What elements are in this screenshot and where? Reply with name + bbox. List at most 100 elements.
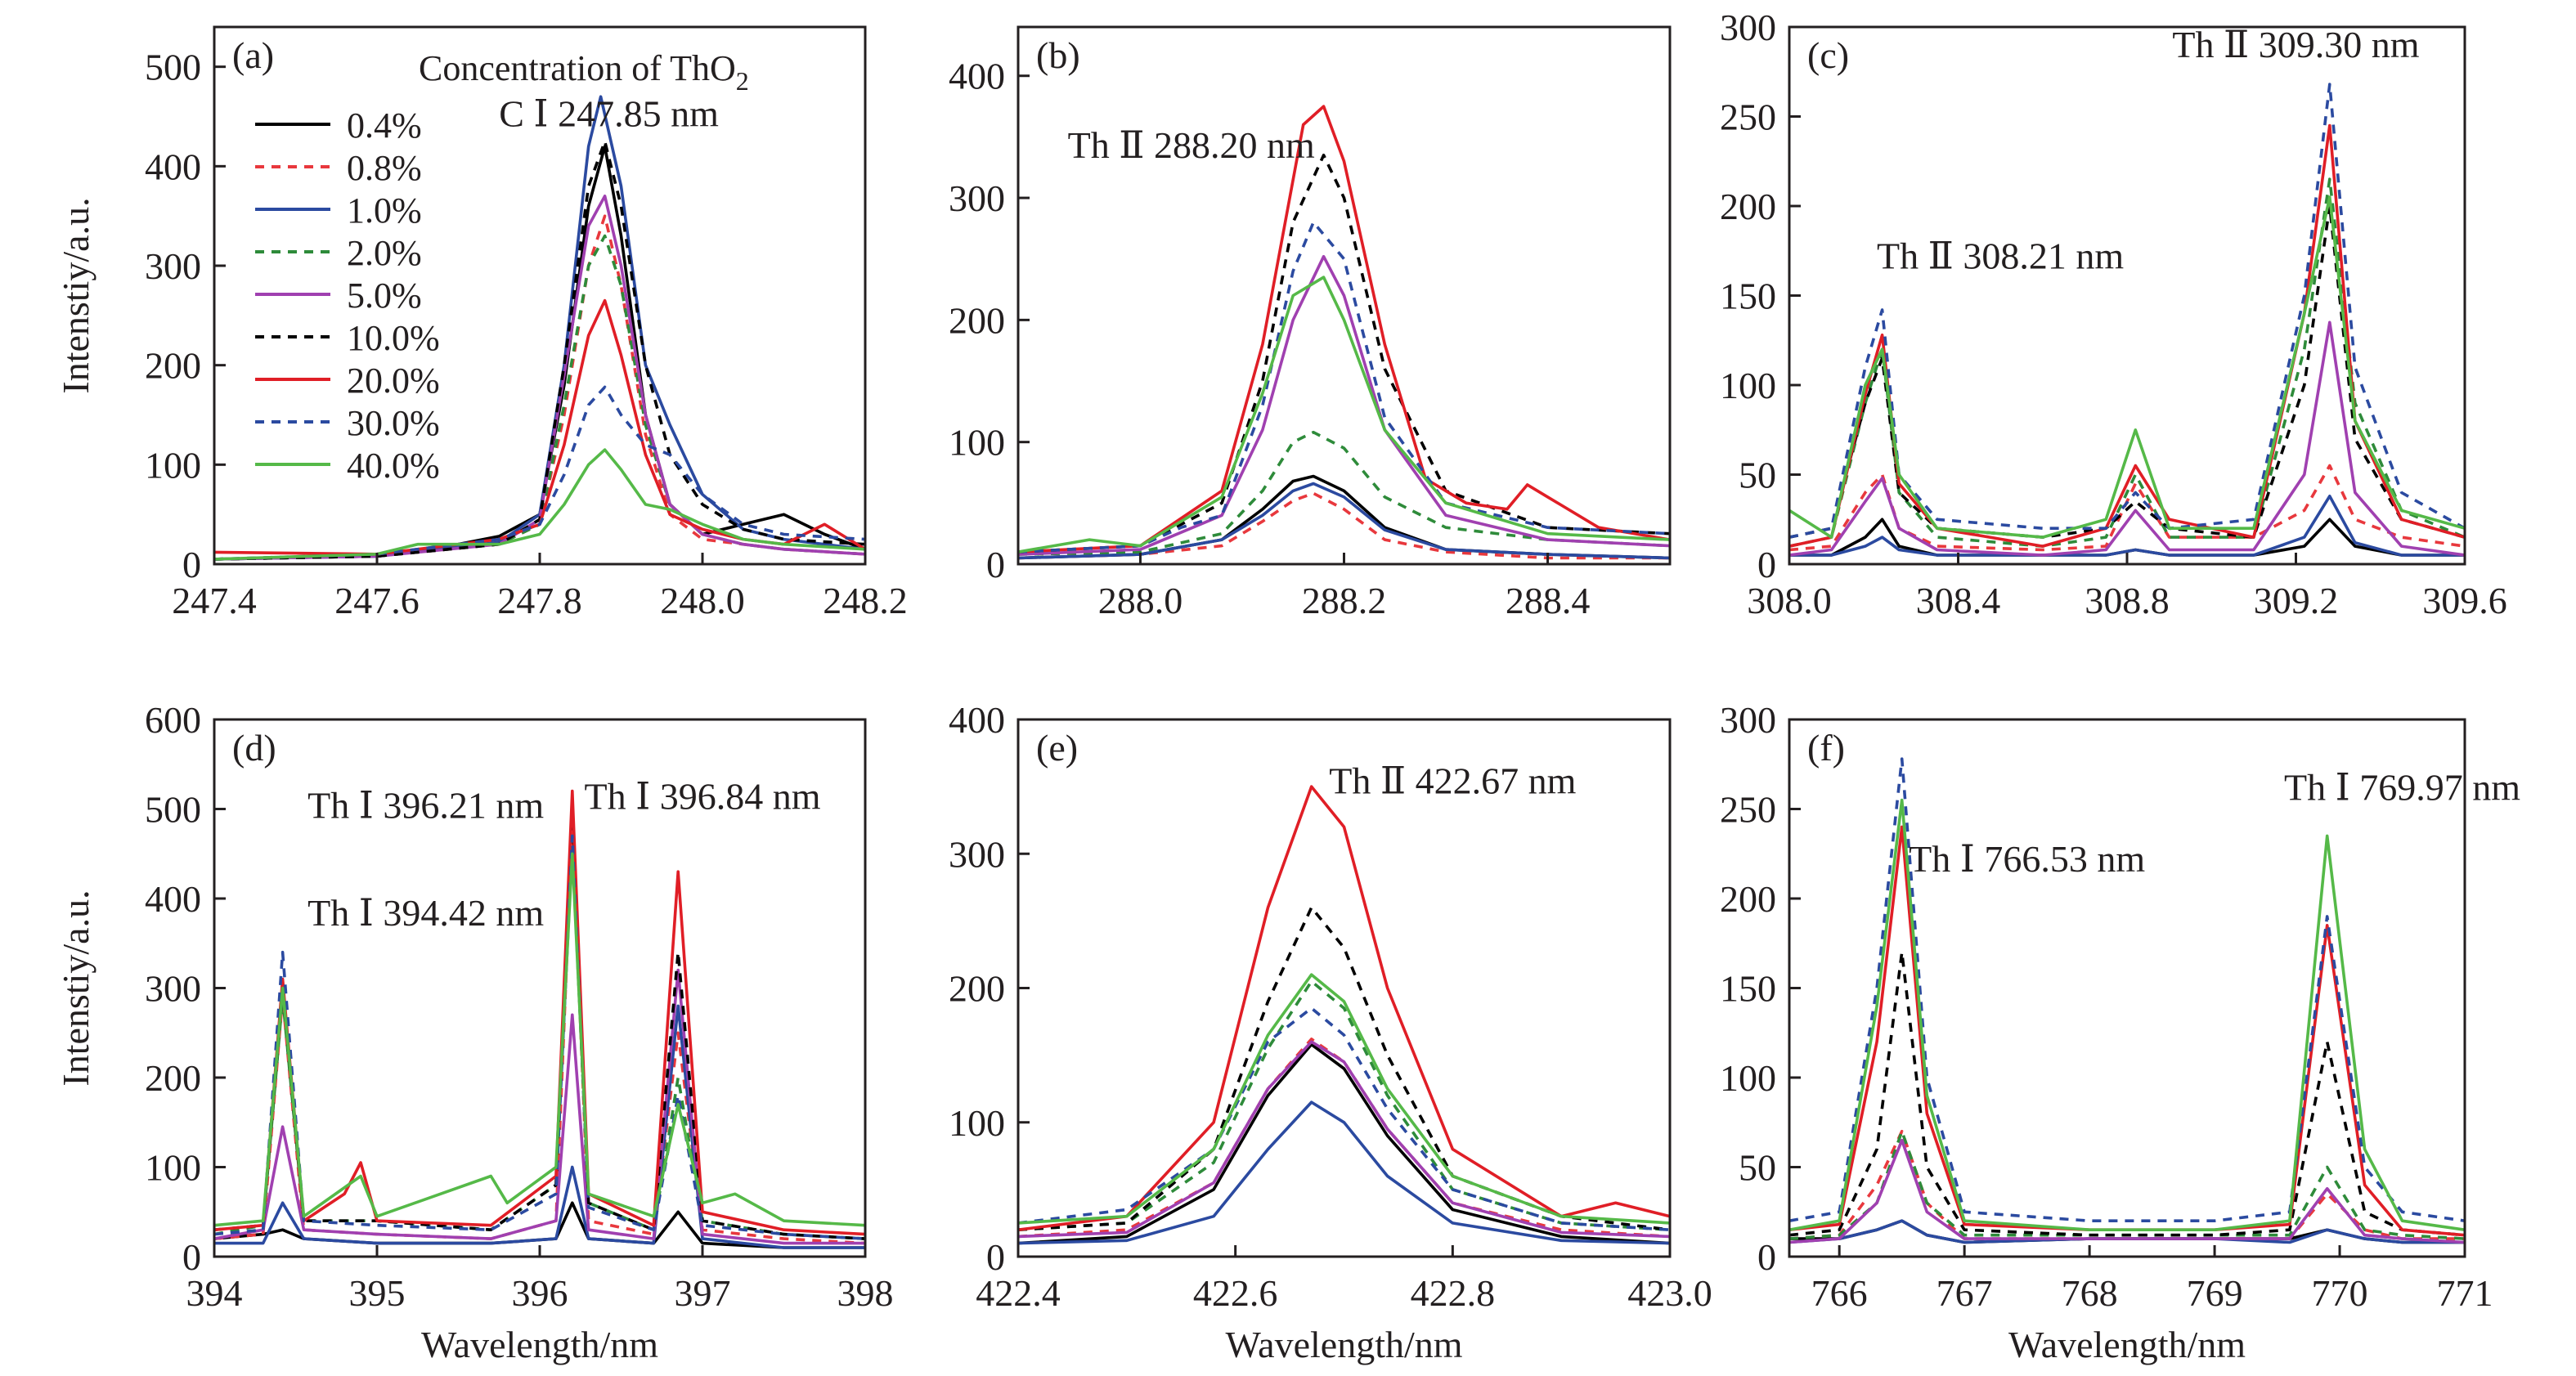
panel-d: 394 395 396 397 398 0 100 200 300 400 500 600 (d) Th … <box>55 699 894 1365</box>
peak-annotation: C Ⅰ 247.85 nm <box>499 93 719 135</box>
y-tick-label: 300 <box>145 968 201 1010</box>
y-tick-label: 0 <box>986 544 1005 585</box>
series-group <box>1018 105 1670 560</box>
peak-annotation: Th Ⅱ 288.20 nm <box>1068 124 1315 166</box>
panel-label: (e) <box>1036 727 1078 769</box>
series-line-10.0% <box>214 140 865 561</box>
series-line-40.0% <box>1018 276 1670 554</box>
panel-f: 766 767 768 769 770 771 0 50 100 150 200 250 300 (f) T… <box>1720 699 2520 1365</box>
series-group <box>1018 785 1670 1245</box>
panel-a: 247.4 247.6 247.8 248.0 248.2 0 100 200 300 400 50… <box>55 25 908 621</box>
series-line-30.0% <box>1789 83 2465 539</box>
y-tick-label: 100 <box>1720 1057 1776 1099</box>
peak-annotation: Th Ⅰ 396.84 nm <box>584 776 820 818</box>
y-tick-label: 200 <box>949 968 1005 1010</box>
legend-title: Concentration of ThO2 <box>419 48 749 96</box>
panel-label: (f) <box>1807 727 1845 769</box>
series-line-30.0% <box>1018 221 1670 554</box>
x-tick-label: 394 <box>186 1272 243 1314</box>
y-tick-label: 100 <box>145 444 201 486</box>
y-tick-label: 50 <box>1739 455 1776 496</box>
x-tick-label: 769 <box>2187 1272 2243 1314</box>
peak-annotation: Th Ⅰ 396.21 nm <box>307 784 544 826</box>
x-tick-label: 288.2 <box>1302 580 1387 621</box>
x-tick-label: 767 <box>1936 1272 1993 1314</box>
y-tick-label: 400 <box>949 56 1005 97</box>
y-axis-label: Intenstiy/a.u. <box>55 197 96 393</box>
peak-annotation: Th Ⅱ 309.30 nm <box>2172 24 2419 65</box>
x-axis-label: Wavelength/nm <box>1225 1324 1462 1365</box>
legend-label: 40.0% <box>347 446 440 486</box>
x-tick-label: 422.6 <box>1193 1272 1278 1314</box>
y-tick-label: 0 <box>182 1236 201 1278</box>
series-line-0.4% <box>1018 1042 1670 1245</box>
y-tick-label: 200 <box>949 299 1005 341</box>
y-tick-label: 200 <box>1720 878 1776 920</box>
y-tick-label: 100 <box>949 1102 1005 1144</box>
peak-annotation: Th Ⅰ 766.53 nm <box>1909 838 2145 880</box>
series-line-20.0% <box>1018 105 1670 554</box>
legend-label: 5.0% <box>347 276 422 316</box>
series-line-1.0% <box>1789 494 2465 557</box>
x-tick-label: 422.4 <box>976 1272 1061 1314</box>
y-tick-label: 0 <box>1757 544 1776 585</box>
x-axis-label: Wavelength/nm <box>2008 1324 2246 1365</box>
y-tick-label: 150 <box>1720 968 1776 1010</box>
series-line-40.0% <box>214 852 865 1227</box>
y-tick-label: 200 <box>1720 186 1776 227</box>
x-tick-label: 766 <box>1811 1272 1868 1314</box>
y-tick-label: 400 <box>145 146 201 187</box>
y-tick-label: 0 <box>182 544 201 585</box>
panel-label: (d) <box>232 727 276 769</box>
panel-c: 308.0 308.4 308.8 309.2 309.6 0 50 100 150 200 250… <box>1720 7 2507 621</box>
y-tick-label: 250 <box>1720 96 1776 138</box>
panel-label: (b) <box>1036 34 1080 76</box>
series-line-20.0% <box>1018 785 1670 1231</box>
panel-label: (c) <box>1807 34 1849 76</box>
series-line-10.0% <box>1018 154 1670 554</box>
peak-annotation: Th Ⅰ 394.42 nm <box>307 892 544 934</box>
x-tick-label: 768 <box>2062 1272 2118 1314</box>
y-tick-label: 100 <box>1720 365 1776 406</box>
panel-label: (a) <box>232 34 274 76</box>
series-line-30.0% <box>1789 757 2465 1222</box>
x-tick-label: 422.8 <box>1411 1272 1496 1314</box>
y-tick-label: 300 <box>949 177 1005 219</box>
legend-label: 30.0% <box>347 403 440 443</box>
y-tick-label: 200 <box>145 345 201 387</box>
x-tick-label: 248.2 <box>823 580 908 621</box>
y-axis-label: Intenstiy/a.u. <box>55 890 96 1086</box>
x-tick-label: 770 <box>2312 1272 2368 1314</box>
series-line-5.0% <box>1018 1040 1670 1239</box>
series-line-40.0% <box>214 448 865 561</box>
y-tick-label: 300 <box>145 245 201 287</box>
peak-annotation: Th Ⅱ 422.67 nm <box>1329 760 1576 801</box>
series-line-10.0% <box>1018 906 1670 1231</box>
series-group <box>1789 757 2465 1244</box>
panel-e: 422.4 422.6 422.8 423.0 0 100 200 300 400 (e) Th Ⅱ… <box>949 699 1712 1365</box>
series-line-0.4% <box>214 1201 865 1249</box>
series-line-2.0% <box>1018 979 1670 1231</box>
x-tick-label: 308.4 <box>1916 580 2001 621</box>
y-tick-label: 300 <box>1720 7 1776 48</box>
y-tick-label: 300 <box>949 833 1005 875</box>
series-line-1.0% <box>1018 1100 1670 1245</box>
y-tick-label: 400 <box>949 699 1005 741</box>
legend-label: 2.0% <box>347 233 422 273</box>
series-line-30.0% <box>1018 1006 1670 1231</box>
x-tick-label: 423.0 <box>1627 1272 1712 1314</box>
y-tick-label: 200 <box>145 1057 201 1099</box>
series-line-2.0% <box>1018 430 1670 556</box>
x-tick-label: 398 <box>837 1272 894 1314</box>
series-line-5.0% <box>1789 320 2465 557</box>
series-line-10.0% <box>1789 204 2465 539</box>
series-line-0.8% <box>1789 464 2465 552</box>
series-line-0.4% <box>1789 518 2465 557</box>
x-tick-label: 396 <box>512 1272 568 1314</box>
series-line-10.0% <box>214 798 865 1240</box>
series-line-20.0% <box>214 789 865 1236</box>
legend-label: 1.0% <box>347 190 422 231</box>
y-tick-label: 150 <box>1720 276 1776 317</box>
legend-label: 0.8% <box>347 148 422 188</box>
x-tick-label: 288.4 <box>1506 580 1591 621</box>
